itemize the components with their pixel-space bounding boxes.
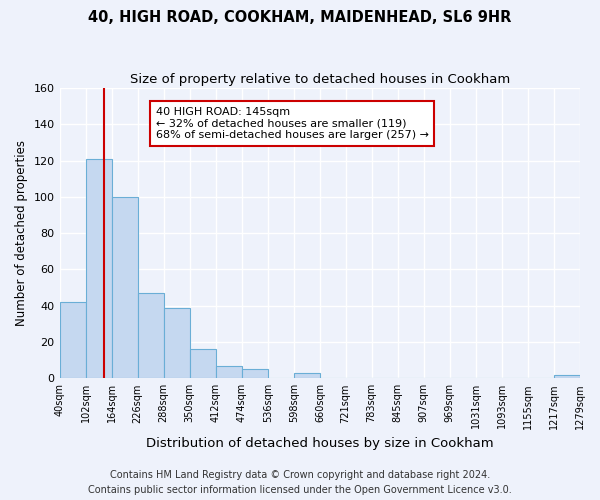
Bar bbox=[242, 369, 268, 378]
Bar bbox=[294, 373, 320, 378]
Text: 40 HIGH ROAD: 145sqm
← 32% of detached houses are smaller (119)
68% of semi-deta: 40 HIGH ROAD: 145sqm ← 32% of detached h… bbox=[156, 107, 429, 140]
Title: Size of property relative to detached houses in Cookham: Size of property relative to detached ho… bbox=[130, 72, 510, 86]
Bar bbox=[137, 293, 164, 378]
Bar bbox=[59, 302, 86, 378]
Bar bbox=[190, 350, 216, 378]
Bar bbox=[216, 366, 242, 378]
Y-axis label: Number of detached properties: Number of detached properties bbox=[15, 140, 28, 326]
Text: 40, HIGH ROAD, COOKHAM, MAIDENHEAD, SL6 9HR: 40, HIGH ROAD, COOKHAM, MAIDENHEAD, SL6 … bbox=[88, 10, 512, 25]
Bar bbox=[164, 308, 190, 378]
Bar bbox=[554, 374, 580, 378]
Bar bbox=[112, 197, 137, 378]
Text: Contains HM Land Registry data © Crown copyright and database right 2024.
Contai: Contains HM Land Registry data © Crown c… bbox=[88, 470, 512, 495]
Bar bbox=[86, 159, 112, 378]
X-axis label: Distribution of detached houses by size in Cookham: Distribution of detached houses by size … bbox=[146, 437, 494, 450]
